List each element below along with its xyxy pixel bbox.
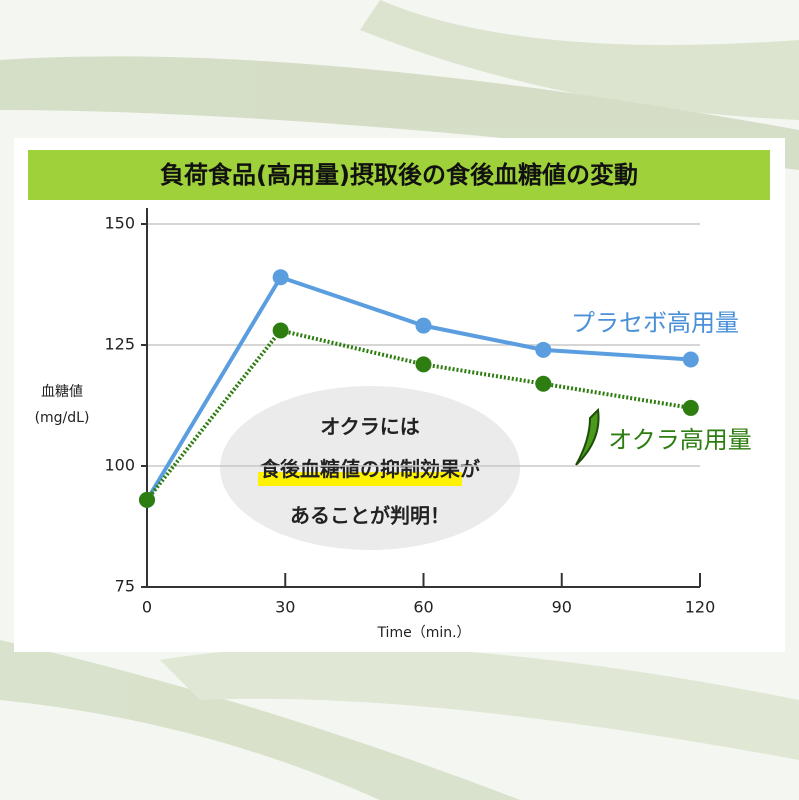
data-point [415, 356, 432, 373]
data-point [272, 322, 289, 339]
x-tick-label: 90 [552, 598, 572, 617]
series-label: オクラ高用量 [608, 426, 752, 454]
chart-title: 負荷食品(高用量)摂取後の食後血糖値の変動 [160, 161, 638, 189]
y-tick-label: 100 [104, 456, 135, 475]
x-tick-label: 60 [413, 598, 433, 617]
annotation-highlight-text: 食後血糖値の抑制効果 [260, 457, 460, 481]
y-tick-label: 150 [104, 214, 135, 233]
annotation-text: あることが判明！ [290, 504, 450, 528]
annotation-text: 食後血糖値の抑制効果が [260, 457, 480, 481]
annotation-text: が [460, 457, 480, 481]
y-axis-label: (mg/dL) [35, 410, 90, 426]
x-tick-label: 0 [142, 598, 152, 617]
data-point [682, 351, 699, 368]
data-point [139, 491, 155, 508]
y-axis-label: 血糖値 [41, 384, 83, 400]
annotation-bubble [220, 386, 520, 550]
annotation-text: オクラには [320, 415, 420, 439]
data-point [682, 399, 699, 416]
x-tick-label: 120 [685, 598, 716, 617]
okra-icon [575, 407, 600, 466]
x-tick-label: 30 [275, 598, 295, 617]
x-axis-label: Time（min.） [376, 625, 470, 641]
data-point [535, 375, 552, 392]
series-line [145, 328, 692, 502]
highlight [258, 472, 462, 486]
title-bar [28, 150, 770, 200]
data-point [535, 341, 552, 358]
series-label: プラセボ高用量 [571, 309, 739, 337]
data-point [272, 269, 289, 286]
y-tick-label: 125 [104, 335, 135, 354]
y-tick-label: 75 [115, 577, 135, 596]
data-point [415, 317, 432, 334]
